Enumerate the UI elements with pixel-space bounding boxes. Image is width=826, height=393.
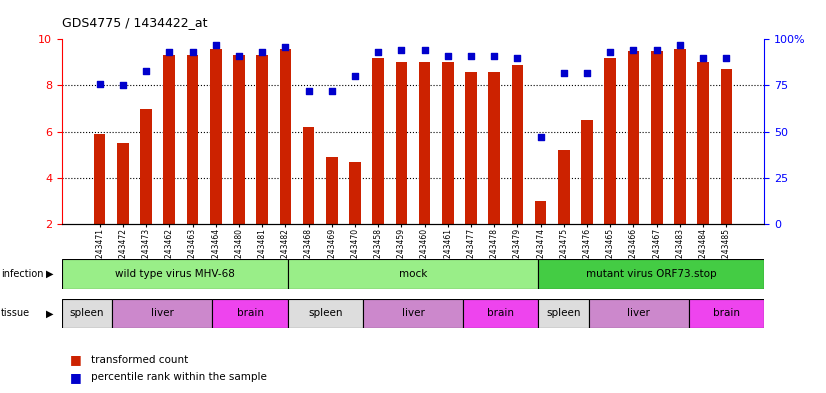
Text: mock: mock	[399, 269, 427, 279]
Text: infection: infection	[1, 269, 43, 279]
Point	[278, 44, 292, 50]
FancyBboxPatch shape	[539, 299, 588, 328]
Bar	[720, 69, 732, 224]
Point	[325, 88, 339, 94]
Point	[487, 53, 501, 59]
Point	[186, 49, 199, 55]
Point	[140, 68, 153, 74]
Bar	[488, 72, 500, 224]
FancyBboxPatch shape	[539, 259, 764, 289]
Bar	[233, 55, 244, 224]
Bar	[442, 62, 453, 224]
Text: spleen: spleen	[308, 309, 343, 318]
FancyBboxPatch shape	[588, 299, 689, 328]
Bar	[628, 51, 639, 224]
Bar	[535, 201, 547, 224]
Bar	[117, 143, 129, 224]
Text: mutant virus ORF73.stop: mutant virus ORF73.stop	[586, 269, 716, 279]
FancyBboxPatch shape	[287, 299, 363, 328]
Point	[464, 53, 477, 59]
FancyBboxPatch shape	[689, 299, 764, 328]
Point	[673, 42, 686, 48]
Point	[232, 53, 245, 59]
Bar	[651, 51, 662, 224]
Text: ■: ■	[70, 371, 82, 384]
Bar	[373, 58, 384, 224]
Point	[719, 55, 733, 61]
Bar	[465, 72, 477, 224]
Point	[627, 47, 640, 53]
Point	[302, 88, 316, 94]
Bar	[256, 55, 268, 224]
Text: ▶: ▶	[46, 309, 54, 318]
FancyBboxPatch shape	[287, 259, 539, 289]
FancyBboxPatch shape	[112, 299, 212, 328]
Text: ■: ■	[70, 353, 82, 366]
Bar	[349, 162, 361, 224]
Point	[349, 73, 362, 79]
Text: wild type virus MHV-68: wild type virus MHV-68	[115, 269, 235, 279]
Text: tissue: tissue	[1, 309, 30, 318]
Bar	[582, 120, 593, 224]
Bar	[419, 62, 430, 224]
Text: liver: liver	[627, 309, 650, 318]
Bar	[674, 48, 686, 224]
Point	[372, 49, 385, 55]
Point	[604, 49, 617, 55]
Point	[534, 134, 548, 140]
Point	[116, 83, 130, 89]
Text: brain: brain	[487, 309, 515, 318]
Point	[581, 70, 594, 76]
Text: spleen: spleen	[69, 309, 104, 318]
Bar	[94, 134, 106, 224]
Bar	[140, 108, 152, 224]
Text: percentile rank within the sample: percentile rank within the sample	[91, 372, 267, 382]
Bar	[558, 150, 570, 224]
Point	[209, 42, 222, 48]
Point	[510, 55, 524, 61]
FancyBboxPatch shape	[62, 299, 112, 328]
Point	[163, 49, 176, 55]
Bar	[303, 127, 315, 224]
Bar	[164, 55, 175, 224]
Bar	[187, 55, 198, 224]
Text: liver: liver	[401, 309, 425, 318]
Text: ▶: ▶	[46, 269, 54, 279]
Point	[650, 47, 663, 53]
Point	[558, 70, 571, 76]
Text: liver: liver	[151, 309, 173, 318]
Text: brain: brain	[236, 309, 263, 318]
Point	[418, 47, 431, 53]
FancyBboxPatch shape	[62, 259, 287, 289]
FancyBboxPatch shape	[463, 299, 539, 328]
Point	[93, 81, 107, 87]
Point	[255, 49, 268, 55]
Text: brain: brain	[713, 309, 740, 318]
Point	[395, 47, 408, 53]
FancyBboxPatch shape	[212, 299, 287, 328]
Bar	[326, 157, 338, 224]
Bar	[279, 48, 291, 224]
Point	[441, 53, 454, 59]
Text: transformed count: transformed count	[91, 354, 188, 365]
Text: GDS4775 / 1434422_at: GDS4775 / 1434422_at	[62, 16, 207, 29]
Bar	[605, 58, 616, 224]
Bar	[697, 62, 709, 224]
FancyBboxPatch shape	[363, 299, 463, 328]
Point	[696, 55, 710, 61]
Bar	[210, 48, 221, 224]
Bar	[511, 65, 523, 224]
Bar	[396, 62, 407, 224]
Text: spleen: spleen	[546, 309, 581, 318]
